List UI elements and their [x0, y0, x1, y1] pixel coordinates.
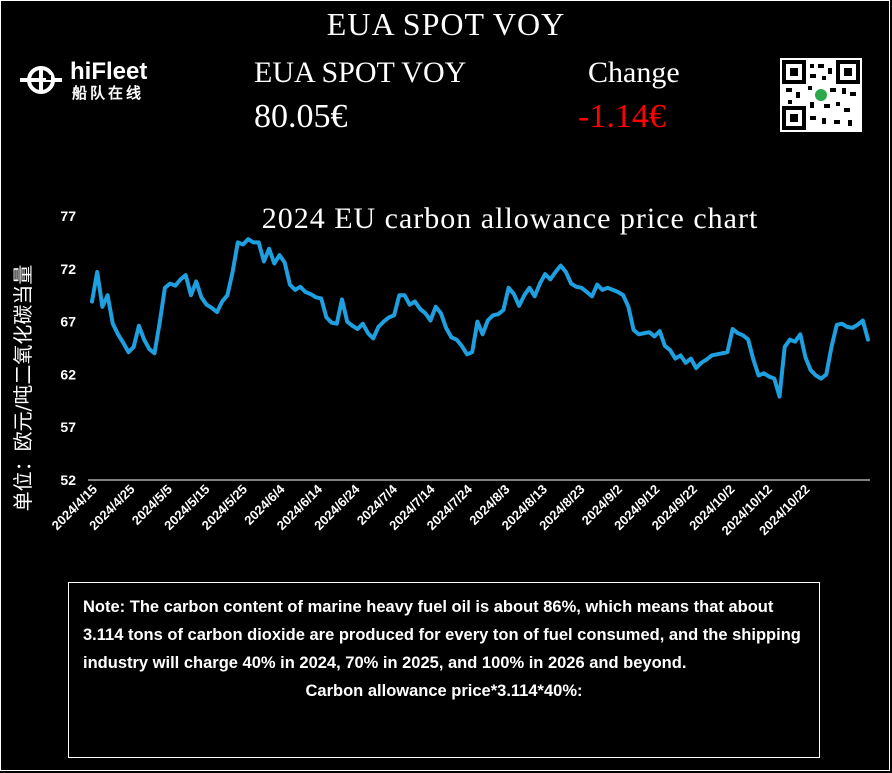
chart-title: 2024 EU carbon allowance price chart — [262, 202, 759, 235]
price-series-line — [90, 237, 870, 399]
qr-code-icon — [780, 58, 862, 132]
hifleet-globe-icon — [20, 66, 62, 94]
y-axis-label: 单位：欧元/吨二氧化碳当量 — [11, 265, 35, 512]
price-chart: 2024 EU carbon allowance price chart 单位：… — [11, 202, 870, 538]
y-tick-label: 57 — [60, 419, 76, 435]
y-tick-label: 77 — [60, 208, 76, 224]
y-tick-label: 62 — [60, 366, 76, 382]
price-value: 80.05€ — [254, 98, 348, 135]
change-label: Change — [588, 56, 680, 89]
note-box: Note: The carbon content of marine heavy… — [68, 582, 820, 758]
y-tick-label: 72 — [60, 261, 76, 277]
note-text: Note: The carbon content of marine heavy… — [83, 598, 801, 672]
hifleet-logo: hiFleet 船队在线 — [18, 58, 168, 102]
logo-name: hiFleet — [70, 58, 148, 85]
y-tick-label: 52 — [60, 472, 76, 488]
price-label: EUA SPOT VOY — [254, 56, 467, 89]
logo-subtitle: 船队在线 — [72, 85, 145, 102]
change-value: -1.14€ — [578, 98, 666, 135]
y-tick-label: 67 — [60, 314, 76, 330]
page-title: EUA SPOT VOY — [326, 6, 566, 42]
note-formula: Carbon allowance price*3.114*40%: — [305, 682, 583, 700]
